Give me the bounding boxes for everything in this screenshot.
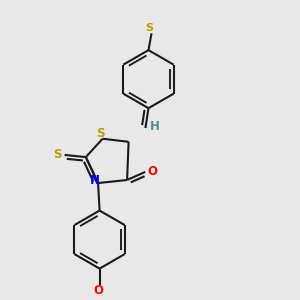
Text: S: S [54, 148, 62, 161]
Text: O: O [147, 165, 157, 178]
Text: S: S [145, 23, 153, 33]
Text: N: N [89, 174, 99, 187]
Text: S: S [96, 127, 104, 140]
Text: O: O [93, 284, 103, 297]
Text: H: H [150, 120, 160, 133]
